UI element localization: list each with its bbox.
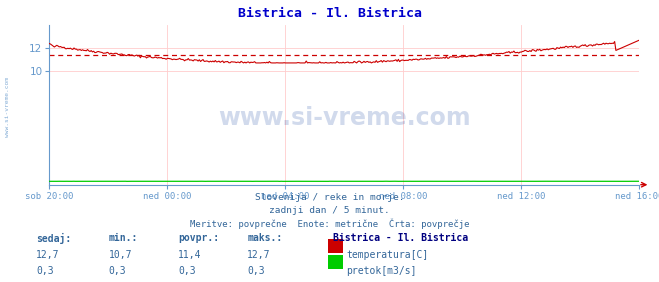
Text: temperatura[C]: temperatura[C] [346, 250, 428, 259]
Text: Meritve: povprečne  Enote: metrične  Črta: povprečje: Meritve: povprečne Enote: metrične Črta:… [190, 219, 469, 229]
Text: 11,4: 11,4 [178, 250, 202, 259]
Text: min.:: min.: [109, 233, 138, 243]
Text: www.si-vreme.com: www.si-vreme.com [5, 77, 11, 137]
Text: 0,3: 0,3 [109, 266, 127, 276]
Text: 10,7: 10,7 [109, 250, 132, 259]
Text: sedaj:: sedaj: [36, 233, 71, 244]
Text: Bistrica - Il. Bistrica: Bistrica - Il. Bistrica [333, 233, 468, 243]
Text: povpr.:: povpr.: [178, 233, 219, 243]
Text: 0,3: 0,3 [178, 266, 196, 276]
Text: 12,7: 12,7 [247, 250, 271, 259]
Text: pretok[m3/s]: pretok[m3/s] [346, 266, 416, 276]
Text: maks.:: maks.: [247, 233, 282, 243]
Text: 0,3: 0,3 [36, 266, 54, 276]
Text: Bistrica - Il. Bistrica: Bistrica - Il. Bistrica [237, 7, 422, 20]
Text: 0,3: 0,3 [247, 266, 265, 276]
Text: Slovenija / reke in morje.: Slovenija / reke in morje. [255, 193, 404, 202]
Text: 12,7: 12,7 [36, 250, 60, 259]
Text: zadnji dan / 5 minut.: zadnji dan / 5 minut. [269, 206, 390, 215]
Text: www.si-vreme.com: www.si-vreme.com [218, 106, 471, 130]
